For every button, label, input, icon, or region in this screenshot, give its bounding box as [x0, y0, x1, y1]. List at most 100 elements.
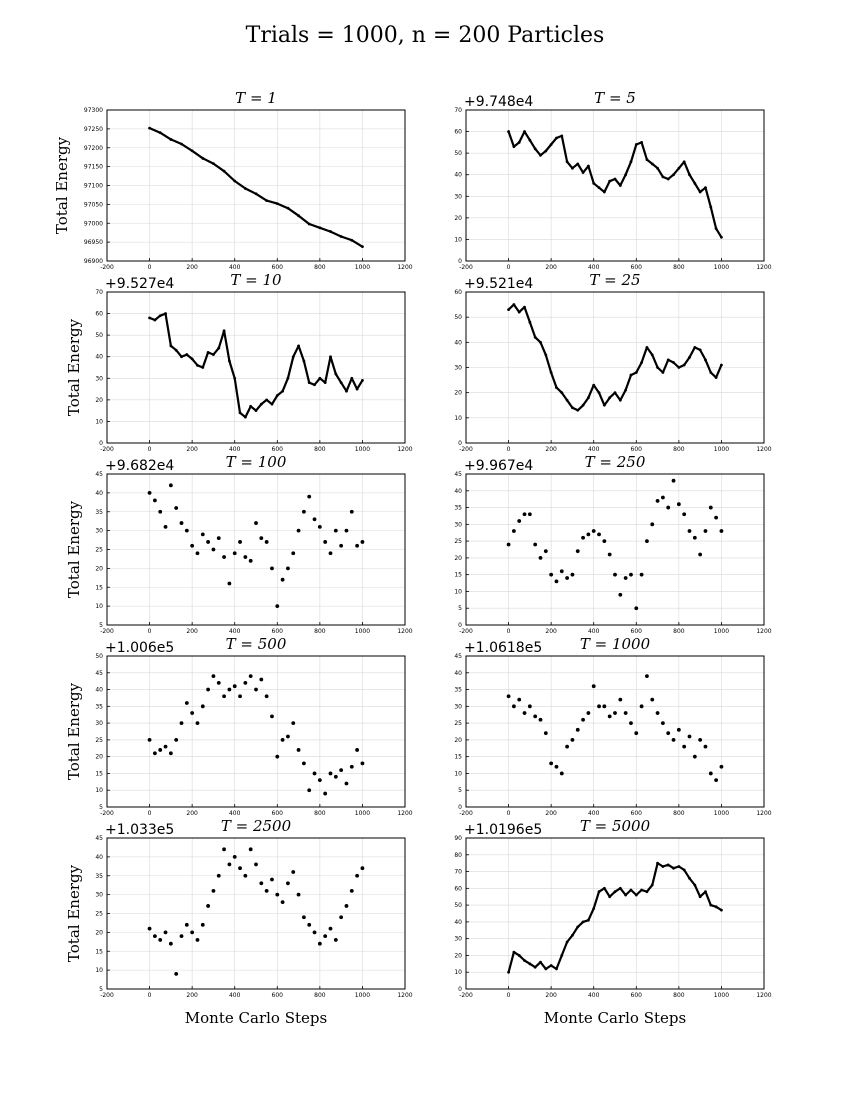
data-point	[259, 881, 264, 886]
data-point	[328, 771, 333, 776]
data-point	[148, 316, 151, 320]
data-point	[719, 764, 724, 769]
data-point	[645, 158, 649, 162]
data-point	[571, 933, 574, 937]
y-tick-label: 15	[95, 948, 103, 955]
data-point	[264, 694, 269, 699]
data-point	[243, 873, 248, 878]
data-point	[672, 173, 675, 177]
data-point	[190, 543, 195, 548]
data-point	[560, 954, 564, 957]
data-point	[184, 922, 189, 927]
data-point	[317, 778, 322, 783]
axis-offset-text: +9.527e4	[105, 276, 174, 292]
x-tick-label: -200	[459, 446, 473, 453]
data-point	[645, 345, 649, 349]
data-point	[169, 344, 173, 348]
x-tick-label: 600	[272, 992, 284, 999]
data-point	[147, 926, 152, 931]
x-tick-label: 400	[588, 264, 600, 271]
y-tick-label: 20	[454, 215, 462, 222]
x-tick-label: 800	[673, 446, 685, 453]
data-point	[174, 348, 178, 352]
axes-frame	[465, 837, 765, 990]
data-point	[517, 697, 522, 702]
y-tick-label: 30	[454, 936, 462, 943]
data-point	[528, 962, 532, 966]
data-point	[254, 687, 258, 692]
data-point	[528, 320, 532, 324]
data-point	[232, 854, 237, 859]
data-point	[661, 371, 665, 374]
data-point	[206, 540, 211, 544]
data-point	[360, 761, 365, 766]
data-point	[200, 532, 205, 537]
data-point	[265, 398, 269, 402]
data-point	[264, 540, 269, 544]
y-axis-label: Total Energy	[65, 682, 83, 780]
data-point	[200, 922, 205, 927]
data-point	[592, 383, 596, 387]
y-tick-label: 40	[454, 172, 462, 179]
data-point	[650, 162, 654, 166]
y-tick-label: 10	[454, 588, 462, 595]
data-point	[613, 572, 617, 577]
data-point	[613, 711, 617, 715]
data-point	[339, 768, 344, 772]
data-point	[714, 778, 719, 783]
x-tick-label: 1000	[714, 264, 729, 271]
y-tick-label: 20	[454, 390, 462, 397]
data-point	[703, 744, 708, 749]
data-point	[539, 153, 542, 157]
data-point	[656, 861, 659, 865]
data-point	[629, 373, 633, 377]
y-tick-label: 40	[454, 339, 462, 346]
data-point	[708, 505, 713, 510]
x-tick-label: 1000	[714, 992, 729, 999]
data-point	[275, 754, 280, 759]
subplot: -200 0 200 400 600 800 1000 1200010203040506070…	[65, 271, 413, 453]
data-point	[655, 711, 660, 715]
data-point	[211, 888, 216, 893]
data-point	[511, 704, 516, 709]
data-point	[624, 388, 628, 392]
data-point	[216, 680, 221, 685]
x-tick-label: 800	[673, 810, 685, 817]
x-tick-label: 600	[631, 992, 643, 999]
y-tick-label: 35	[454, 687, 462, 694]
data-point	[581, 171, 585, 174]
data-point	[227, 359, 231, 363]
data-point	[613, 177, 617, 181]
data-point	[586, 164, 590, 168]
y-tick-label: 0	[458, 804, 462, 811]
y-axis-label: Total Energy	[65, 864, 83, 962]
data-point	[163, 524, 168, 529]
data-point	[693, 345, 697, 349]
data-point	[645, 674, 649, 679]
x-tick-label: -200	[459, 810, 473, 817]
data-point	[714, 227, 718, 231]
data-point	[317, 524, 322, 529]
data-point	[517, 310, 521, 314]
data-point	[645, 890, 649, 894]
y-tick-label: 10	[454, 770, 462, 777]
data-point	[618, 697, 623, 702]
data-point	[333, 774, 338, 779]
x-tick-label: 1000	[355, 628, 370, 635]
data-point	[291, 355, 295, 359]
data-point	[533, 335, 537, 339]
data-point	[523, 130, 526, 133]
data-point	[349, 509, 354, 514]
data-point	[280, 737, 285, 742]
x-axis-label: Monte Carlo Steps	[544, 1009, 686, 1027]
y-tick-label: 30	[454, 703, 462, 710]
data-point	[195, 721, 200, 726]
data-point	[270, 402, 274, 406]
y-tick-label: 10	[95, 603, 103, 610]
data-point	[570, 737, 575, 742]
data-point	[185, 353, 189, 356]
data-point	[307, 788, 312, 793]
x-tick-label: 200	[545, 992, 557, 999]
subplot: -200 0 200 400 600 800 1000 12000102030405060T …	[454, 271, 771, 453]
data-point	[280, 900, 285, 905]
